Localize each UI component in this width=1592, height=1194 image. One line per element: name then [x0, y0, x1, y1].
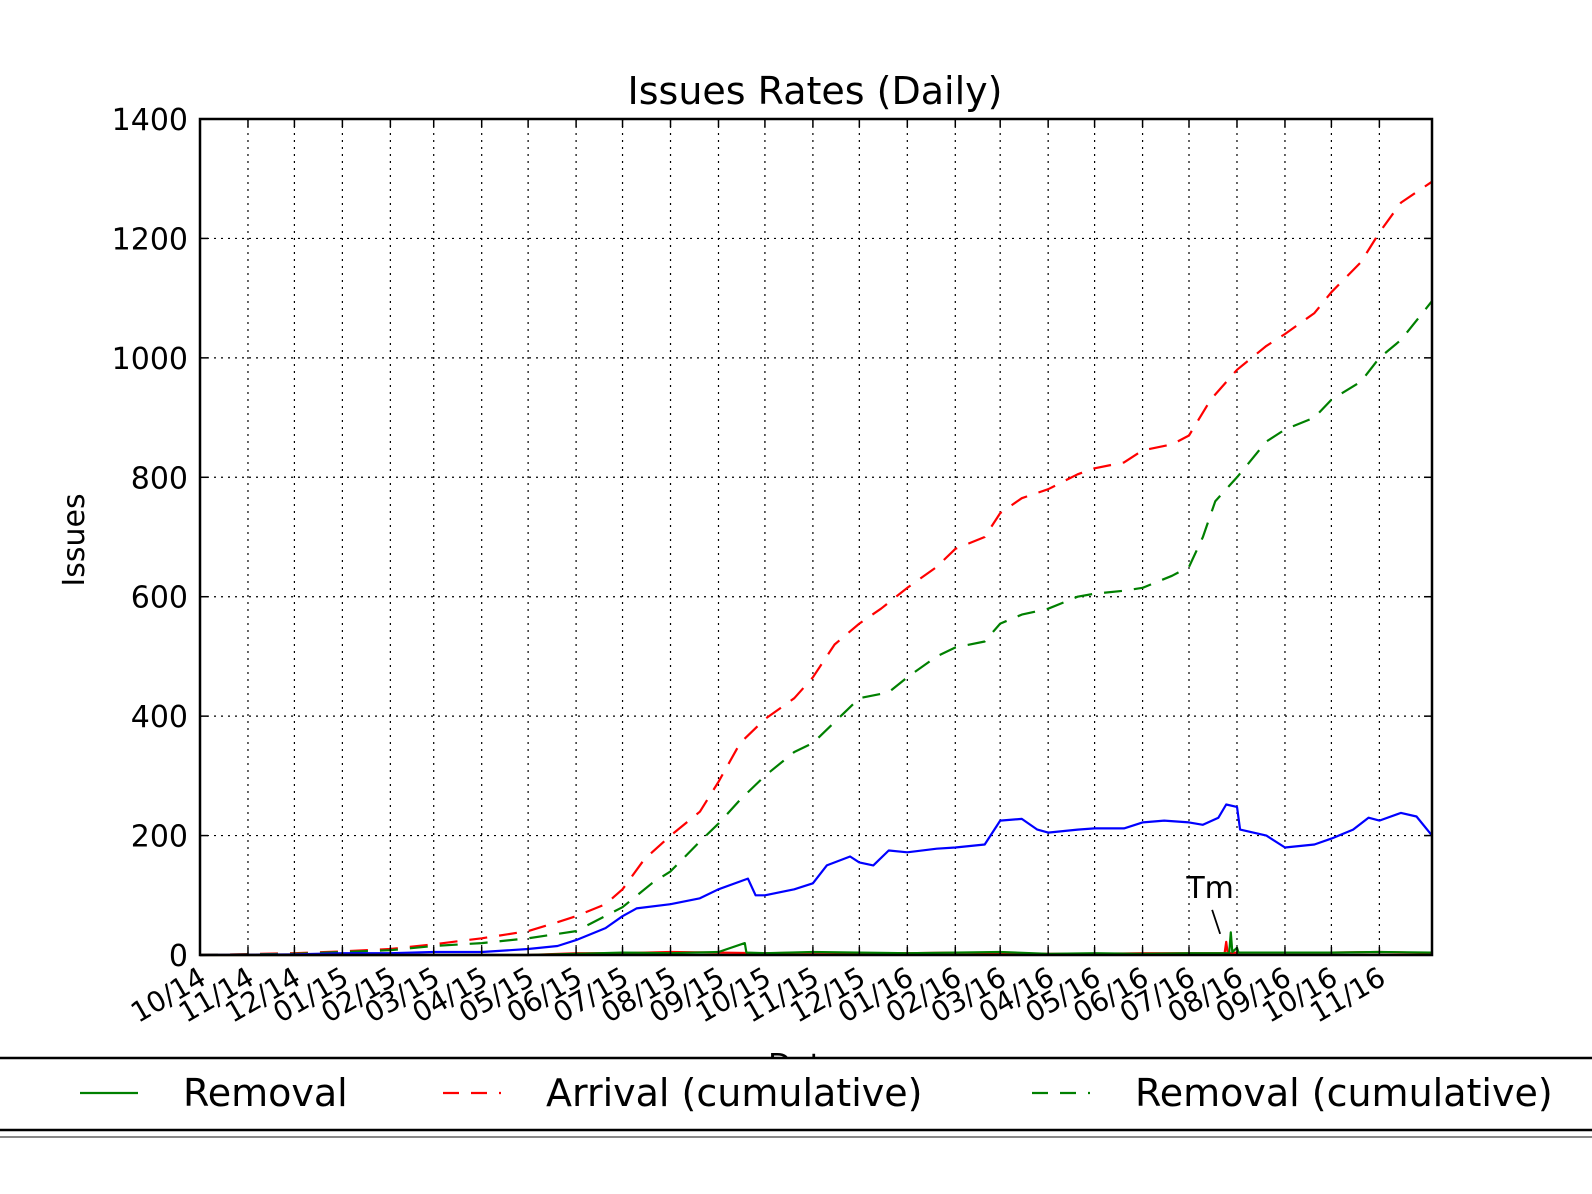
chart-title: Issues Rates (Daily): [628, 69, 1003, 113]
y-tick-label: 1000: [112, 342, 188, 377]
y-tick-label: 1200: [112, 222, 188, 257]
annotation-pointer: [1211, 909, 1222, 935]
y-tick-label: 0: [169, 939, 188, 974]
series-line-backlog: [199, 803, 1433, 957]
y-tick-label: 200: [131, 820, 188, 855]
legend-label: Removal (cumulative): [1135, 1071, 1553, 1115]
y-axis: 0 200 400 600 800 1000 1200 1400: [112, 103, 1432, 974]
legend-label: Arrival (cumulative): [546, 1071, 922, 1115]
legend: Removal Arrival (cumulative) Removal (cumu…: [0, 1056, 1592, 1138]
series-line-removal_cum: [199, 300, 1433, 957]
legend-label: Removal: [183, 1071, 348, 1115]
y-tick-label: 1400: [112, 103, 188, 138]
axes-frame: [198, 117, 1434, 957]
y-tick-label: 600: [131, 581, 188, 616]
y-tick-label: 400: [131, 700, 188, 735]
grid: [200, 119, 1432, 955]
annotation-label: Tm: [1185, 871, 1234, 906]
y-axis-label: Issues: [57, 493, 92, 586]
series-line-arrival_cum: [199, 180, 1433, 957]
annotations: Tm: [1185, 871, 1234, 935]
y-tick-label: 800: [131, 461, 188, 496]
legend-box: [0, 1056, 1592, 1132]
